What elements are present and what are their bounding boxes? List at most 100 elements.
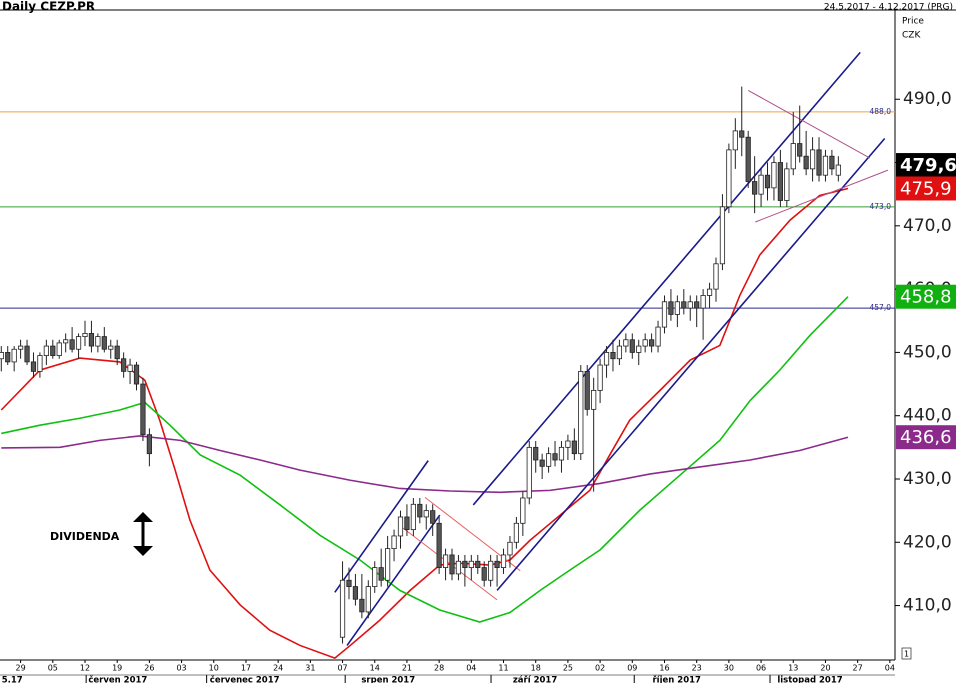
candle-body (449, 554, 455, 575)
candle (603, 346, 610, 378)
dividend-arrow (133, 512, 153, 556)
month-label: srpen 2017 (361, 676, 415, 683)
candle-body (121, 358, 127, 372)
x-tick-label: 06 (756, 664, 766, 673)
candle (539, 453, 545, 479)
candle-body (797, 143, 803, 157)
candle (513, 516, 519, 549)
candle (623, 333, 629, 353)
candle-body (771, 162, 777, 189)
candle-body (623, 339, 629, 347)
trend-line (496, 137, 886, 591)
candle (101, 327, 107, 353)
candle (455, 554, 462, 581)
candle (404, 504, 410, 536)
candle-body (385, 548, 391, 581)
x-tick-label: 05 (48, 664, 58, 673)
candle (784, 162, 790, 207)
price-label-box (896, 425, 956, 450)
x-tick-label: 07 (337, 664, 347, 673)
candle (591, 377, 597, 492)
candle-body (5, 352, 11, 363)
candle (30, 352, 37, 378)
candle-body (339, 579, 346, 638)
x-tick-label: 18 (531, 664, 541, 673)
candle-body (809, 149, 816, 170)
chart-title: Daily CEZP.PR (2, 0, 95, 14)
candle-body (37, 355, 43, 372)
candle (133, 361, 140, 391)
candle (526, 441, 532, 505)
candle (803, 130, 809, 176)
candle (545, 447, 552, 473)
candle-body (114, 345, 120, 360)
candle-body (507, 541, 513, 556)
candle (121, 352, 127, 378)
candle-body (649, 339, 655, 347)
candle (649, 333, 655, 353)
x-tick-label: 26 (144, 664, 154, 673)
candle (739, 86, 745, 157)
candle (372, 561, 378, 593)
candle (50, 339, 56, 359)
y-tick-label: 430,0 (903, 469, 952, 489)
candle-body (578, 370, 584, 455)
candle (378, 548, 384, 587)
candle (552, 441, 558, 467)
candle (584, 365, 590, 416)
candle-body (687, 301, 693, 309)
candle-body (0, 352, 4, 360)
candle (146, 428, 152, 467)
candle (108, 339, 114, 359)
candle (565, 434, 571, 460)
candle-body (758, 174, 764, 195)
candle (752, 156, 758, 214)
candle-body (520, 497, 526, 524)
x-tick-label: 23 (692, 664, 702, 673)
candle-body (18, 345, 24, 350)
x-tick-label: 12 (80, 664, 90, 673)
candle (764, 162, 771, 201)
candle-body (739, 130, 745, 138)
candle (629, 333, 635, 359)
candle-body (700, 295, 706, 309)
candle (423, 504, 429, 530)
candle (713, 257, 719, 302)
candle-body (455, 560, 462, 575)
x-tick-label: 14 (370, 664, 380, 673)
candle (82, 320, 88, 347)
y-tick-label: 410,0 (903, 596, 952, 616)
y-tick-label: 450,0 (903, 342, 952, 362)
candle-body (629, 339, 635, 353)
candle-body (681, 301, 687, 309)
candle-body (494, 560, 500, 568)
candle (95, 333, 101, 353)
price-label: 436,6 (900, 427, 952, 448)
price-label: 458,8 (900, 287, 952, 308)
x-tick-label: 04 (466, 664, 476, 673)
candle-body (784, 168, 790, 201)
x-tick-label: 27 (853, 664, 863, 673)
candle-body (719, 206, 726, 265)
candle (500, 548, 507, 574)
x-tick-label: 09 (627, 664, 637, 673)
y-tick-label: 440,0 (903, 406, 952, 426)
candle-body (410, 503, 416, 531)
candle (771, 156, 777, 201)
month-label: 5.17 (2, 676, 23, 683)
candle-body (752, 181, 758, 195)
candle (694, 295, 700, 328)
candle-body (365, 586, 371, 613)
candle (558, 441, 565, 473)
candle-body (533, 446, 539, 461)
candle-body (346, 579, 352, 587)
candle (809, 137, 816, 182)
candle-body (655, 326, 661, 347)
candle-body (732, 130, 738, 151)
candle (758, 168, 764, 207)
candle-body (30, 361, 37, 372)
candle-body (50, 345, 56, 356)
candle-body (43, 345, 49, 356)
candle (391, 529, 397, 562)
